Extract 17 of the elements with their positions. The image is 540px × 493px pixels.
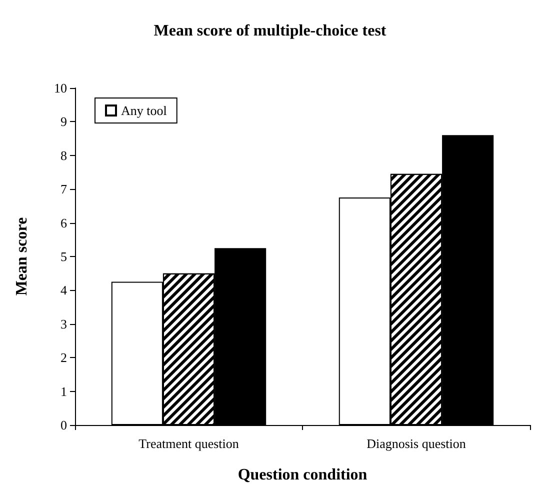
chart-title: Mean score of multiple-choice test xyxy=(154,22,387,40)
y-tick-label: 1 xyxy=(60,384,67,399)
legend-label: Any tool xyxy=(121,103,168,118)
y-tick-label: 7 xyxy=(60,182,68,197)
x-tick-label: Diagnosis question xyxy=(366,436,466,451)
y-tick-label: 4 xyxy=(60,282,68,298)
y-tick-label: 8 xyxy=(60,148,67,163)
y-tick-label: 0 xyxy=(60,418,67,432)
y-tick-label: 3 xyxy=(60,316,67,332)
y-tick-label: 5 xyxy=(60,249,67,264)
y-tick-label: 2 xyxy=(60,350,67,366)
y-tick-label: 9 xyxy=(60,114,67,130)
x-axis-title: Question condition xyxy=(238,466,368,484)
y-tick-label: 6 xyxy=(60,215,68,230)
y-tick-label: 10 xyxy=(54,80,67,96)
x-tick-label: Treatment question xyxy=(138,436,240,451)
y-axis-title: Mean score xyxy=(14,217,30,296)
